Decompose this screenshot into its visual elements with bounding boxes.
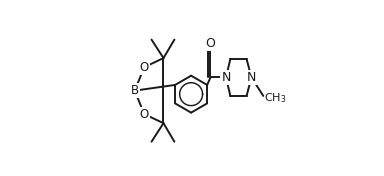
Text: B: B	[131, 84, 139, 97]
Text: O: O	[139, 108, 149, 121]
Text: N: N	[247, 71, 256, 84]
Text: N: N	[221, 71, 231, 84]
Text: O: O	[205, 37, 215, 50]
Text: CH$_3$: CH$_3$	[264, 91, 286, 105]
Text: O: O	[139, 61, 149, 74]
